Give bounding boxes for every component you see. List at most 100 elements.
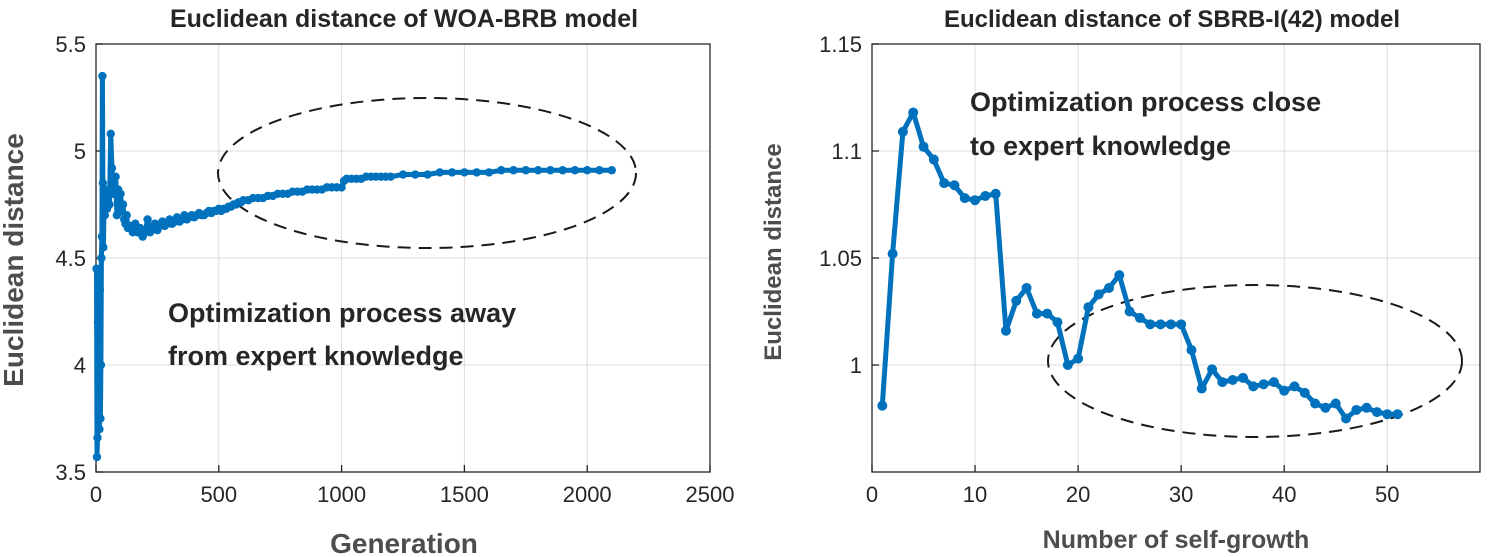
annotation-line-1: Optimization process close [970, 87, 1321, 117]
data-point [1000, 325, 1011, 336]
data-point [1392, 409, 1403, 420]
chart-sbrb-i42: 0 10 20 30 40 50 1 1.05 1.1 1.15 Euclidean distan… [760, 6, 1481, 554]
data-point [928, 154, 939, 165]
data-point [990, 188, 1001, 199]
data-point [959, 193, 970, 204]
data-point [570, 166, 580, 175]
y-tick-label: 1 [850, 353, 862, 378]
x-tick-label: 1000 [317, 482, 366, 507]
data-point [110, 178, 119, 188]
data-point [93, 318, 103, 327]
data-point [411, 170, 420, 179]
y-tick-label: 3.5 [55, 460, 86, 485]
data-point [533, 166, 543, 175]
chart-title: Euclidean distance of WOA-BRB model [170, 5, 638, 33]
data-points [877, 107, 1403, 424]
data-point [1217, 377, 1228, 388]
data-point [1073, 353, 1084, 364]
y-tick-label: 1.15 [819, 32, 862, 57]
data-point [447, 168, 457, 177]
data-point [1248, 381, 1259, 392]
annotation-line-2: to expert knowledge [970, 131, 1231, 161]
data-point [93, 433, 102, 442]
y-tick-label: 4 [74, 353, 86, 378]
data-point [95, 425, 104, 434]
x-axis-label: Generation [330, 528, 478, 557]
data-point [1093, 289, 1104, 300]
data-point [897, 126, 908, 137]
data-point [1134, 312, 1145, 323]
data-point [1011, 295, 1022, 306]
data-point [105, 200, 114, 209]
data-point [1124, 306, 1135, 317]
data-point [939, 178, 950, 189]
grid-lines [95, 43, 711, 473]
x-tick-label: 2500 [686, 482, 735, 507]
data-point [460, 168, 469, 177]
data-point [1289, 381, 1300, 392]
x-tick-label: 40 [1272, 482, 1296, 507]
x-tick-label: 20 [1066, 482, 1090, 507]
data-point [1104, 282, 1115, 293]
y-tick-label: 5 [74, 139, 86, 164]
data-point [423, 170, 432, 179]
annotation-line-1: Optimization process away [168, 298, 516, 328]
data-point [106, 129, 115, 139]
data-point [1341, 413, 1352, 424]
x-tick-label: 10 [963, 482, 987, 507]
data-point [1165, 319, 1176, 330]
axis-ticks [95, 43, 711, 473]
data-point [1382, 409, 1393, 420]
y-tick-label: 1.1 [831, 139, 862, 164]
data-point [1258, 379, 1269, 390]
data-point [1351, 404, 1362, 415]
data-point [1227, 374, 1238, 385]
data-point [546, 166, 555, 175]
data-point [949, 180, 960, 191]
y-axis-label: Euclidean distance [0, 133, 29, 387]
data-point [583, 166, 592, 175]
data-point [1361, 402, 1372, 413]
data-point [118, 200, 128, 209]
data-point [1330, 398, 1341, 409]
data-point [472, 168, 481, 177]
data-point [509, 166, 518, 175]
data-point [918, 141, 929, 152]
data-point [97, 232, 107, 241]
data-point [1114, 270, 1125, 281]
data-point [1052, 317, 1063, 328]
data-point [1279, 385, 1290, 396]
y-tick-label: 1.05 [819, 246, 862, 271]
data-point [1062, 360, 1073, 370]
series-line-woa-brb [94, 73, 615, 460]
data-point [96, 360, 106, 370]
data-point [1320, 402, 1331, 413]
x-tick-label: 1500 [440, 482, 489, 507]
y-tick-label: 5.5 [55, 32, 86, 57]
chart-title: Euclidean distance of SBRB-I(42) model [944, 6, 1400, 33]
data-point [98, 178, 108, 188]
data-point [94, 307, 104, 316]
data-point [1176, 319, 1187, 330]
x-axis-label: Number of self-growth [1043, 526, 1310, 554]
x-tick-label: 0 [866, 482, 878, 507]
x-tick-label: 0 [90, 482, 102, 507]
data-point [1371, 407, 1382, 418]
data-point [497, 166, 506, 175]
data-point [1207, 364, 1218, 375]
data-point [558, 166, 567, 175]
data-points [92, 71, 616, 462]
data-point [92, 452, 102, 462]
x-tick-label: 2000 [563, 482, 612, 507]
highlight-ellipse [1047, 284, 1463, 438]
data-point [95, 285, 105, 295]
data-point [107, 163, 117, 173]
data-point [398, 170, 408, 179]
chart-woa-brb: 0 500 1000 1500 2000 2500 3.5 4 4.5 5 5.5 Euclidea… [0, 5, 734, 557]
annotation-line-2: from expert knowledge [168, 341, 464, 371]
data-point [1186, 345, 1197, 356]
data-point [116, 189, 125, 198]
data-point [122, 211, 131, 220]
tick-labels: 0 10 20 30 40 50 1 1.05 1.1 1.15 [819, 32, 1399, 507]
data-point [1237, 372, 1248, 383]
